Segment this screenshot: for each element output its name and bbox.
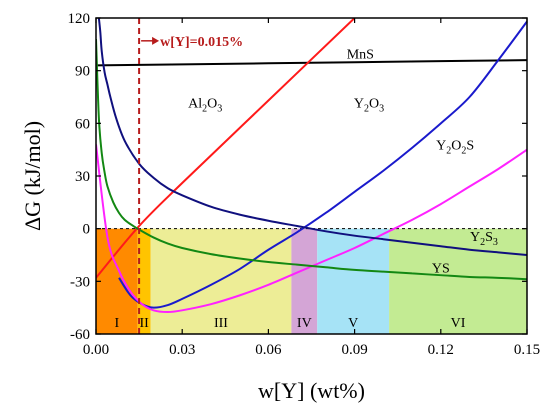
- y-tick-label: -60: [70, 327, 90, 343]
- x-tick-label: 0.12: [428, 342, 454, 358]
- y-axis-title: ΔG (kJ/mol): [20, 121, 45, 231]
- series-label-y2o2s: Y2O2S: [436, 139, 474, 157]
- region-label-6: VI: [451, 316, 466, 331]
- region-label-4: IV: [297, 316, 312, 331]
- x-tick-label: 0.15: [514, 342, 540, 358]
- critical-yttrium-annotation: w[Y]=0.015%: [141, 35, 243, 50]
- region-label-1: I: [114, 316, 119, 331]
- series-lines: [96, 18, 527, 314]
- series-line-al2o3: [96, 18, 356, 279]
- x-tick-label: 0.06: [255, 342, 282, 358]
- y-tick-label: 60: [75, 116, 90, 132]
- region-label-2: II: [139, 316, 149, 331]
- series-labels: MnS Al2O3 Y2O3 Y2O2S Y2S3 YS: [188, 47, 498, 276]
- critical-yttrium-label: w[Y]=0.015%: [160, 35, 243, 50]
- region-5: [317, 228, 390, 334]
- region-label-5: V: [348, 316, 358, 331]
- series-label-ys: YS: [432, 262, 450, 277]
- region-6: [389, 228, 527, 334]
- annotation-arrowhead: [152, 36, 160, 45]
- series-label-y2o3: Y2O3: [354, 97, 384, 115]
- stability-regions: [96, 228, 527, 334]
- axes: 0.00 0.03 0.06 0.09 0.12 0.15 -60 -30 0 30 60 90 120: [68, 11, 541, 358]
- y-tick-label: 120: [68, 11, 91, 27]
- series-label-mns: MnS: [347, 47, 374, 62]
- x-axis-title: w[Y] (wt%): [258, 378, 365, 403]
- y-tick-label: -30: [70, 274, 90, 290]
- series-line-mns: [96, 59, 527, 67]
- region-label-3: III: [214, 316, 228, 331]
- y-tick-label: 30: [75, 169, 90, 185]
- series-label-al2o3: Al2O3: [188, 97, 222, 115]
- series-line-ys: [96, 39, 527, 281]
- x-tick-label: 0.03: [169, 342, 195, 358]
- region-4: [291, 228, 318, 334]
- region-1: [96, 228, 138, 334]
- y-tick-label: 0: [83, 222, 91, 238]
- series-line-y2o2s: [96, 144, 527, 314]
- series-label-y2s3: Y2S3: [470, 230, 498, 248]
- y-tick-label: 90: [75, 64, 90, 80]
- x-tick-label: 0.09: [341, 342, 367, 358]
- x-tick-label: 0.00: [83, 342, 109, 358]
- series-line-y2o3: [118, 20, 527, 309]
- series-line-y2s3: [97, 18, 527, 256]
- region-labels: I II III IV V VI: [114, 316, 465, 331]
